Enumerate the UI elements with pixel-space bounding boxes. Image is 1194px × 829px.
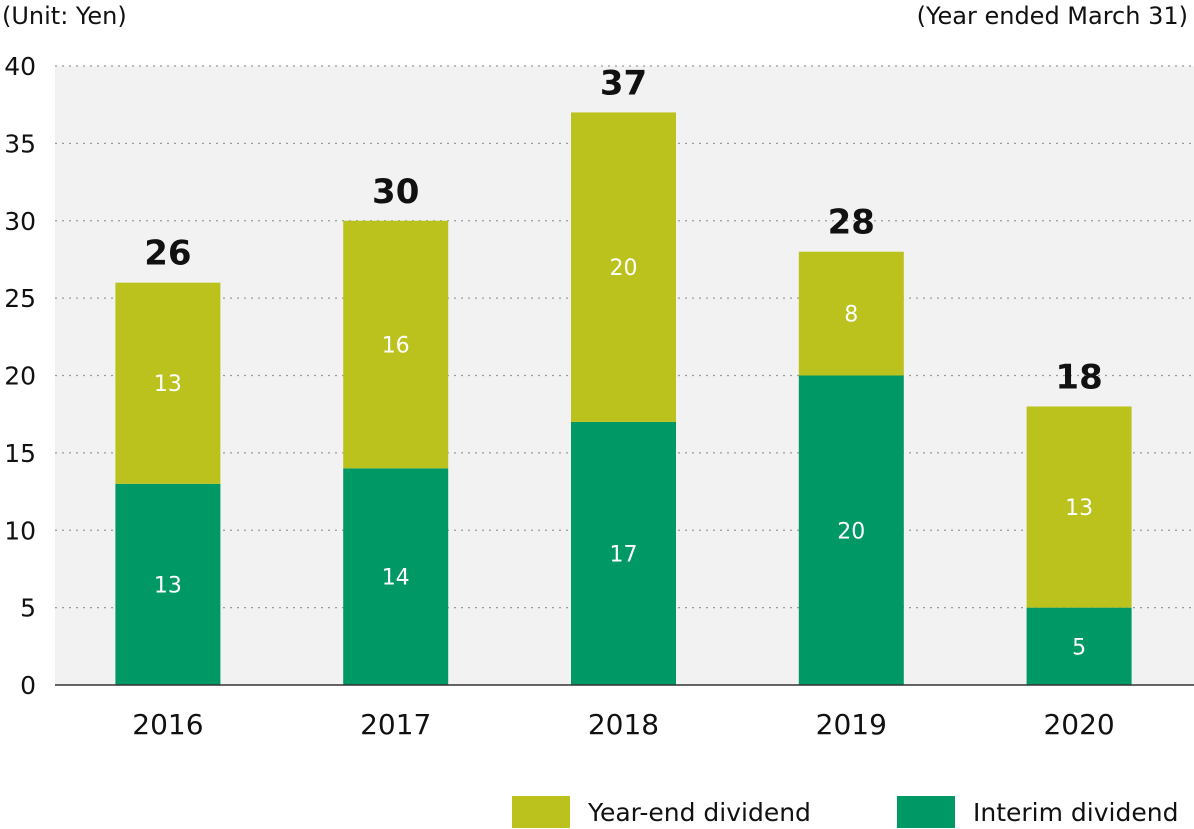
bar-value-label: 20	[610, 256, 638, 281]
y-tick-label: 40	[4, 52, 36, 81]
y-tick-label: 10	[4, 516, 36, 545]
y-tick-label: 15	[4, 439, 36, 468]
bar-segment	[1026, 406, 1132, 608]
bar-value-label: 16	[382, 334, 410, 359]
legend-swatch-year-end	[512, 796, 570, 828]
bar-total-label: 18	[1055, 357, 1102, 397]
y-tick-label: 0	[20, 671, 36, 700]
legend-item-interim: Interim dividend	[897, 796, 1178, 828]
x-tick-label: 2020	[1043, 708, 1114, 741]
bar-segment	[343, 220, 449, 469]
bar-value-label: 14	[382, 566, 410, 591]
bar-total-label: 28	[828, 203, 875, 243]
x-tick-label: 2018	[588, 708, 659, 741]
legend-label-year-end: Year-end dividend	[588, 797, 811, 827]
bar-segment	[115, 483, 221, 685]
y-tick-label: 20	[4, 362, 36, 391]
legend-label-interim: Interim dividend	[973, 797, 1179, 827]
bar-segment	[798, 375, 904, 685]
bar-value-label: 13	[154, 573, 182, 598]
bar-segment	[798, 251, 904, 376]
bar-total-label: 26	[144, 234, 191, 274]
y-tick-label: 5	[20, 594, 36, 623]
period-label: (Year ended March 31)	[916, 2, 1188, 30]
legend-swatch-interim	[897, 796, 955, 828]
y-tick-label: 35	[4, 129, 36, 158]
legend-item-year-end: Year-end dividend	[512, 796, 811, 828]
bar-total-label: 37	[600, 63, 647, 103]
bar-value-label: 20	[837, 519, 865, 544]
unit-label: (Unit: Yen)	[2, 2, 127, 30]
bar-segment	[343, 468, 449, 685]
bar-segment	[115, 282, 221, 484]
x-tick-label: 2017	[360, 708, 431, 741]
bar-value-label: 13	[1065, 496, 1093, 521]
bar-segment	[571, 112, 676, 422]
bar-value-label: 8	[844, 303, 858, 328]
bar-segment	[571, 421, 676, 685]
y-tick-label: 25	[4, 284, 36, 313]
x-tick-label: 2016	[132, 708, 203, 741]
bar-segment	[1026, 607, 1132, 685]
bar-total-label: 30	[372, 172, 419, 212]
bar-value-label: 13	[154, 372, 182, 397]
x-tick-label: 2019	[816, 708, 887, 741]
y-tick-label: 30	[4, 207, 36, 236]
bar-value-label: 5	[1072, 635, 1086, 660]
bar-value-label: 17	[610, 542, 638, 567]
